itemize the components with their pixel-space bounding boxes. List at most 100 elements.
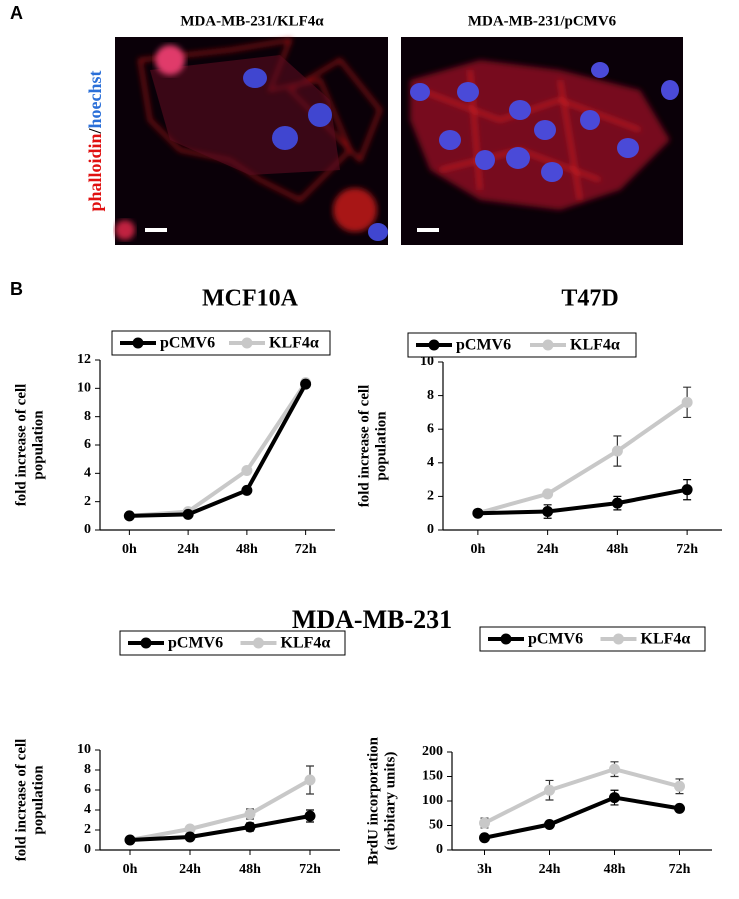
data-point bbox=[674, 780, 685, 792]
series-line bbox=[477, 487, 688, 516]
data-point bbox=[609, 792, 620, 804]
y-axis-label: BrdU incorporation bbox=[365, 736, 381, 865]
x-tick-label: 72h bbox=[669, 862, 691, 877]
x-tick-label: 72h bbox=[299, 862, 321, 877]
y-tick-label: 2 bbox=[84, 494, 91, 509]
legend-marker bbox=[140, 637, 152, 649]
data-point bbox=[244, 808, 256, 820]
legend-label: KLF4α bbox=[269, 335, 319, 352]
panel-label: A bbox=[10, 3, 23, 23]
data-point bbox=[244, 821, 256, 833]
y-tick-label: 12 bbox=[77, 352, 91, 367]
y-tick-label: 0 bbox=[427, 522, 434, 537]
y-tick-label: 10 bbox=[77, 742, 91, 757]
y-axis-label: fold increase of cell bbox=[13, 739, 29, 862]
chart-title: MCF10A bbox=[202, 286, 299, 312]
stain-hoechst: hoechst bbox=[85, 70, 105, 128]
stain-separator: / bbox=[85, 127, 105, 134]
x-tick-label: 72h bbox=[295, 542, 317, 557]
series-line bbox=[477, 400, 689, 516]
series-line bbox=[483, 767, 681, 825]
y-axis-label: population bbox=[373, 411, 389, 481]
x-tick-label: 48h bbox=[236, 542, 258, 557]
legend-label: pCMV6 bbox=[528, 631, 583, 648]
data-point bbox=[241, 465, 253, 476]
y-tick-label: 0 bbox=[84, 842, 91, 857]
y-tick-label: 8 bbox=[84, 409, 91, 424]
data-point bbox=[479, 832, 490, 844]
series-line bbox=[129, 814, 311, 842]
legend-marker bbox=[428, 339, 440, 351]
legend-label: KLF4α bbox=[281, 635, 331, 652]
y-tick-label: 50 bbox=[429, 818, 443, 833]
data-point bbox=[542, 506, 554, 518]
y-tick-label: 0 bbox=[84, 522, 91, 537]
y-tick-label: 200 bbox=[422, 744, 443, 759]
y-axis-label: population bbox=[30, 410, 46, 480]
micrograph bbox=[115, 37, 388, 245]
legend-marker bbox=[500, 633, 512, 645]
y-tick-label: 100 bbox=[422, 793, 443, 808]
x-tick-label: 48h bbox=[239, 862, 261, 877]
legend-marker bbox=[132, 337, 144, 349]
x-tick-label: 3h bbox=[477, 862, 492, 877]
series-line bbox=[484, 795, 680, 840]
data-point bbox=[674, 802, 685, 814]
y-axis-label: (arbitary units) bbox=[382, 752, 398, 851]
chart-title: T47D bbox=[561, 286, 618, 312]
y-tick-label: 150 bbox=[422, 769, 443, 784]
data-point bbox=[681, 484, 693, 496]
data-point bbox=[304, 774, 316, 786]
data-point bbox=[241, 484, 253, 496]
legend-marker bbox=[253, 637, 264, 649]
series-line bbox=[129, 383, 308, 518]
stain-phalloidin: phalloidin bbox=[85, 133, 105, 211]
y-tick-label: 8 bbox=[84, 762, 91, 777]
data-point bbox=[184, 831, 196, 843]
x-tick-label: 0h bbox=[122, 542, 137, 557]
y-tick-label: 10 bbox=[420, 354, 434, 369]
data-point bbox=[479, 817, 490, 829]
data-point bbox=[544, 784, 555, 796]
data-point bbox=[544, 819, 555, 831]
legend-label: KLF4α bbox=[641, 631, 691, 648]
data-point bbox=[184, 823, 196, 835]
y-tick-label: 2 bbox=[84, 822, 91, 837]
legend-label: pCMV6 bbox=[456, 337, 511, 354]
x-tick-label: 48h bbox=[604, 862, 626, 877]
x-tick-label: 0h bbox=[123, 862, 138, 877]
micrograph bbox=[401, 37, 683, 245]
legend-marker bbox=[613, 633, 624, 645]
data-point bbox=[124, 834, 136, 846]
legend-label: KLF4α bbox=[570, 337, 620, 354]
image-title: MDA-MB-231/KLF4α bbox=[180, 13, 324, 29]
y-tick-label: 4 bbox=[427, 455, 434, 470]
data-point bbox=[611, 445, 623, 457]
y-tick-label: 0 bbox=[436, 842, 443, 857]
y-tick-label: 10 bbox=[77, 381, 91, 396]
data-point bbox=[611, 497, 623, 509]
series-line bbox=[129, 778, 311, 842]
y-tick-label: 8 bbox=[427, 388, 434, 403]
data-point bbox=[681, 396, 693, 408]
legend-label: pCMV6 bbox=[168, 635, 223, 652]
y-tick-label: 6 bbox=[84, 437, 91, 452]
y-tick-label: 2 bbox=[427, 489, 434, 504]
y-axis-label: fold increase of cell bbox=[356, 385, 372, 508]
x-tick-label: 24h bbox=[177, 542, 199, 557]
data-point bbox=[304, 810, 316, 822]
y-axis-label: fold increase of cell bbox=[13, 384, 29, 507]
stain-label: phalloidin/hoechst bbox=[85, 70, 105, 211]
y-tick-label: 4 bbox=[84, 802, 91, 817]
y-tick-label: 6 bbox=[84, 782, 91, 797]
group-title: MDA-MB-231 bbox=[292, 605, 452, 634]
x-tick-label: 0h bbox=[470, 542, 485, 557]
series-line bbox=[129, 381, 308, 518]
data-point bbox=[609, 763, 620, 775]
data-point bbox=[472, 507, 484, 519]
legend-label: pCMV6 bbox=[160, 335, 215, 352]
panel-label: B bbox=[10, 279, 23, 299]
y-tick-label: 6 bbox=[427, 421, 434, 436]
data-point bbox=[542, 488, 554, 500]
